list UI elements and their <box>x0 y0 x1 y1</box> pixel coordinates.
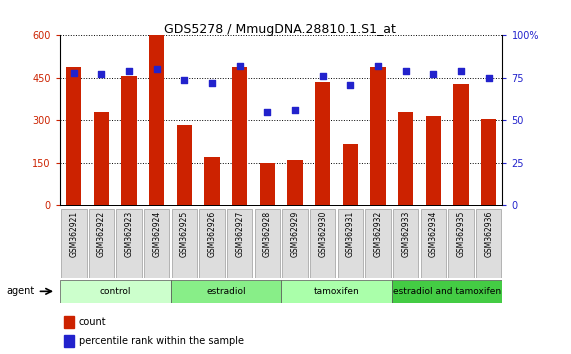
Text: GSM362933: GSM362933 <box>401 211 410 257</box>
FancyBboxPatch shape <box>172 209 197 278</box>
FancyBboxPatch shape <box>476 209 501 278</box>
Text: GSM362929: GSM362929 <box>291 211 300 257</box>
Point <box>346 82 355 87</box>
FancyBboxPatch shape <box>227 209 252 278</box>
FancyBboxPatch shape <box>448 209 474 278</box>
Text: estradiol and tamoxifen: estradiol and tamoxifen <box>393 287 501 296</box>
Bar <box>398 112 413 205</box>
Bar <box>453 84 469 205</box>
Point <box>152 67 162 72</box>
Point <box>429 72 438 77</box>
Point <box>401 68 410 74</box>
Text: GSM362923: GSM362923 <box>124 211 134 257</box>
Bar <box>481 119 496 205</box>
Text: GSM362934: GSM362934 <box>429 211 438 257</box>
Bar <box>65 335 74 347</box>
Text: GSM362925: GSM362925 <box>180 211 189 257</box>
Text: GSM362936: GSM362936 <box>484 211 493 257</box>
FancyBboxPatch shape <box>89 209 114 278</box>
FancyBboxPatch shape <box>255 209 280 278</box>
FancyBboxPatch shape <box>199 209 225 278</box>
Point <box>484 75 493 81</box>
Text: GSM362928: GSM362928 <box>263 211 272 257</box>
FancyBboxPatch shape <box>392 280 502 303</box>
Text: GSM362922: GSM362922 <box>97 211 106 257</box>
FancyBboxPatch shape <box>421 209 446 278</box>
Point <box>456 68 465 74</box>
Point <box>318 73 327 79</box>
Point <box>235 63 244 69</box>
Bar <box>149 35 164 205</box>
FancyBboxPatch shape <box>144 209 170 278</box>
Text: control: control <box>99 287 131 296</box>
Point <box>124 68 134 74</box>
Bar <box>232 67 247 205</box>
Text: estradiol: estradiol <box>206 287 246 296</box>
Text: GSM362921: GSM362921 <box>69 211 78 257</box>
Bar <box>287 160 303 205</box>
Text: agent: agent <box>7 286 35 296</box>
Bar <box>94 112 109 205</box>
FancyBboxPatch shape <box>393 209 419 278</box>
Bar <box>315 82 330 205</box>
Text: GSM362932: GSM362932 <box>373 211 383 257</box>
Bar <box>204 157 220 205</box>
FancyBboxPatch shape <box>282 209 308 278</box>
Point <box>291 107 300 113</box>
Text: GDS5278 / MmugDNA.28810.1.S1_at: GDS5278 / MmugDNA.28810.1.S1_at <box>164 23 396 36</box>
Text: count: count <box>79 317 106 327</box>
FancyBboxPatch shape <box>171 280 282 303</box>
Text: percentile rank within the sample: percentile rank within the sample <box>79 336 244 346</box>
Point <box>263 109 272 115</box>
Bar <box>177 125 192 205</box>
FancyBboxPatch shape <box>282 280 392 303</box>
Point <box>207 80 216 86</box>
Bar <box>66 67 82 205</box>
Bar <box>371 67 385 205</box>
Bar <box>426 116 441 205</box>
FancyBboxPatch shape <box>337 209 363 278</box>
FancyBboxPatch shape <box>61 209 87 278</box>
Bar <box>343 144 358 205</box>
Point <box>97 72 106 77</box>
FancyBboxPatch shape <box>310 209 335 278</box>
Text: GSM362931: GSM362931 <box>346 211 355 257</box>
Point <box>373 63 383 69</box>
Text: tamoxifen: tamoxifen <box>313 287 359 296</box>
FancyBboxPatch shape <box>365 209 391 278</box>
Bar <box>122 76 136 205</box>
Text: GSM362927: GSM362927 <box>235 211 244 257</box>
Text: GSM362924: GSM362924 <box>152 211 161 257</box>
Point <box>180 77 189 82</box>
Text: GSM362930: GSM362930 <box>318 211 327 257</box>
FancyBboxPatch shape <box>60 280 171 303</box>
Bar <box>260 163 275 205</box>
Text: GSM362935: GSM362935 <box>456 211 465 257</box>
Bar <box>65 316 74 328</box>
Text: GSM362926: GSM362926 <box>208 211 216 257</box>
Point <box>69 70 78 76</box>
FancyBboxPatch shape <box>116 209 142 278</box>
